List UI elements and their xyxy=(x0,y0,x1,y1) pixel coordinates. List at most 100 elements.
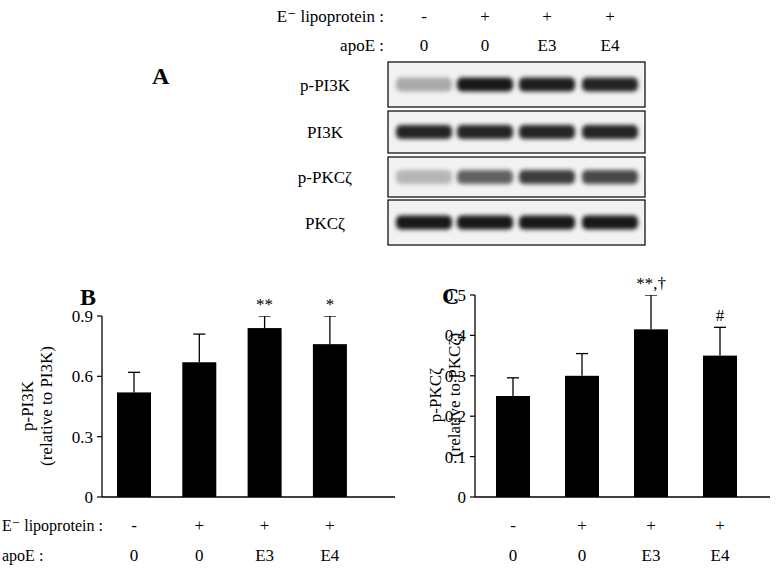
row-label: apoE : xyxy=(2,547,43,565)
bar xyxy=(496,396,530,497)
lane-label: + xyxy=(605,7,615,26)
error-cap xyxy=(193,333,205,334)
lane-label: E3 xyxy=(538,36,557,55)
x-axis xyxy=(102,496,395,497)
x-tick-label: E4 xyxy=(711,546,730,565)
error-cap xyxy=(645,295,657,296)
x-tick-label: 0 xyxy=(509,546,518,565)
error-line xyxy=(719,327,720,355)
band xyxy=(457,170,513,184)
band xyxy=(582,125,638,139)
error-line xyxy=(264,316,265,328)
y-axis-label: (relative to PKCζ) xyxy=(445,333,464,457)
error-bar xyxy=(714,327,726,355)
y-tick xyxy=(97,376,102,377)
band xyxy=(519,125,575,139)
error-line xyxy=(581,354,582,376)
error-bar xyxy=(259,316,271,328)
bar xyxy=(117,392,151,497)
y-tick-label: 0 xyxy=(85,488,94,507)
bar xyxy=(703,356,737,497)
error-line xyxy=(133,372,134,392)
y-axis-label: p-PKCζ xyxy=(426,368,445,422)
error-bar xyxy=(193,334,205,362)
x-tick-label: E3 xyxy=(255,546,274,565)
y-tick xyxy=(470,294,475,295)
x-tick-label: + xyxy=(715,516,725,535)
row-label: E⁻ lipoprotein : xyxy=(2,517,103,535)
band xyxy=(396,170,452,184)
x-tick-label: 0 xyxy=(578,546,587,565)
x-tick-label: - xyxy=(131,516,137,535)
error-bar xyxy=(507,378,519,396)
error-bar xyxy=(645,295,657,329)
blot-frame xyxy=(388,200,645,245)
y-tick-label: 0.3 xyxy=(72,428,93,447)
band xyxy=(519,216,575,230)
y-tick-label: 0.2 xyxy=(445,407,466,426)
error-line xyxy=(512,378,513,396)
significance: * xyxy=(326,295,335,314)
panel-label: A xyxy=(152,63,170,89)
figure: A E⁻ lipoprotein : - + + + apoE : 0 0 E3 E4 p-PI3K P… xyxy=(0,0,784,574)
band xyxy=(519,78,575,92)
error-line xyxy=(329,316,330,344)
x-tick-label: + xyxy=(260,516,270,535)
y-tick xyxy=(470,456,475,457)
error-cap xyxy=(128,372,140,373)
lane-label: + xyxy=(480,7,490,26)
header-label: apoE : xyxy=(340,36,384,55)
bar xyxy=(313,344,347,497)
bars xyxy=(496,295,737,497)
bar xyxy=(565,376,599,497)
error-bar xyxy=(128,372,140,392)
blot-frame xyxy=(388,111,645,153)
band xyxy=(582,78,638,92)
x-tick-label: 0 xyxy=(130,546,139,565)
band xyxy=(457,125,513,139)
y-tick-label: 0.1 xyxy=(445,448,466,467)
bars xyxy=(117,316,347,497)
y-tick-label: 0.4 xyxy=(445,326,467,345)
y-axis-label: p-PI3K xyxy=(18,380,37,431)
y-axis xyxy=(101,316,102,497)
chart: Cp-PKCζ(relative to PKCζ)00.10.20.30.40.… xyxy=(426,274,770,565)
band-label: p-PI3K xyxy=(300,76,351,95)
blot-frame xyxy=(388,62,645,107)
y-tick-label: 0 xyxy=(458,488,467,507)
y-tick xyxy=(470,416,475,417)
y-tick xyxy=(470,375,475,376)
x-tick-label: E4 xyxy=(320,546,339,565)
y-tick xyxy=(97,436,102,437)
header-label: E⁻ lipoprotein : xyxy=(277,7,384,26)
bar xyxy=(248,328,282,497)
lane-label: 0 xyxy=(420,36,429,55)
x-tick-label: + xyxy=(577,516,587,535)
error-cap xyxy=(714,327,726,328)
band xyxy=(396,125,452,139)
error-cap xyxy=(259,316,271,317)
x-tick-label: + xyxy=(195,516,205,535)
band xyxy=(457,78,513,92)
band-label: PKCζ xyxy=(305,214,345,233)
lane-label: + xyxy=(542,7,552,26)
x-axis xyxy=(475,496,770,497)
x-tick-label: 0 xyxy=(195,546,204,565)
x-tick-label: + xyxy=(325,516,335,535)
y-tick xyxy=(97,315,102,316)
y-tick xyxy=(97,496,102,497)
band xyxy=(519,170,575,184)
x-tick-label: E3 xyxy=(642,546,661,565)
y-tick-label: 0.9 xyxy=(72,307,93,326)
significance: **,† xyxy=(636,274,666,293)
y-tick-label: 0.3 xyxy=(445,367,466,386)
error-line xyxy=(650,295,651,329)
band xyxy=(457,216,513,230)
error-cap xyxy=(576,353,588,354)
error-cap xyxy=(507,377,519,378)
x-tick-label: + xyxy=(646,516,656,535)
y-tick xyxy=(470,335,475,336)
band-label: PI3K xyxy=(307,123,344,142)
error-line xyxy=(199,334,200,362)
error-cap xyxy=(324,316,336,317)
